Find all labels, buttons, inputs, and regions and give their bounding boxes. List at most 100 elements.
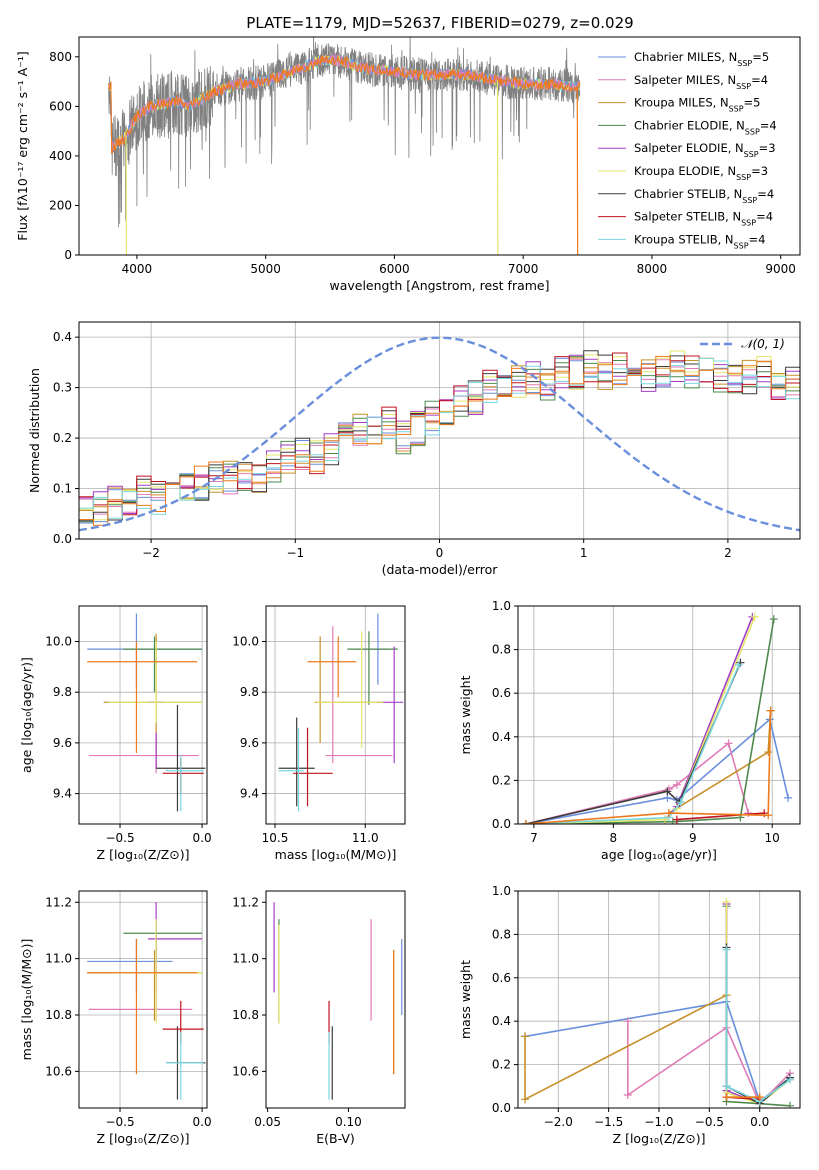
- x-tick-label: −1: [286, 546, 304, 560]
- x-tick-label: 0.0: [193, 831, 212, 845]
- model-spectrum-line: [108, 55, 581, 155]
- x-tick-label: −0.5: [105, 831, 134, 845]
- y-tick-label: 1.0: [492, 884, 511, 898]
- y-tick-label: 0.0: [492, 1101, 511, 1115]
- y-tick-label: 11.2: [232, 895, 259, 909]
- weight-point-marker: [664, 809, 673, 818]
- y-tick-label: 9.4: [53, 787, 72, 801]
- age-weight-panel: 7 8 9 10 0.0 0.2 0.4 0.6 0.8 1.0 age [log₁₀(age/yr…: [458, 599, 801, 862]
- x-tick-label: −0.5: [105, 1115, 134, 1129]
- weight-point-marker: [722, 1093, 731, 1102]
- y-tick-label: 10.0: [232, 634, 259, 648]
- weight-series-line: [725, 904, 760, 1105]
- legend-label: Chabrier MILES, NSSP=5: [634, 50, 769, 68]
- x-axis-label: age [log₁₀(age/yr)]: [601, 847, 717, 862]
- plot-area: [79, 336, 800, 532]
- residuals-panel: −2 −1 0 1 2 0.0 0.1 0.2 0.3 0.4 (data-model)/error…: [27, 321, 801, 577]
- y-axis-label: mass weight: [458, 960, 473, 1039]
- plot-area: [273, 902, 403, 1100]
- y-tick-label: 11.0: [45, 952, 72, 966]
- y-tick-label: 10.8: [45, 1008, 72, 1022]
- x-tick-label: 7: [530, 831, 538, 845]
- axes-frame: [265, 890, 406, 1109]
- x-axis-label: Z [log₁₀(Z/Z⊙)]: [97, 847, 190, 862]
- gridlines: [79, 606, 207, 824]
- y-tick-label: 0.3: [53, 381, 72, 395]
- y-tick-label: 0.0: [492, 817, 511, 831]
- y-axis-label: mass weight: [458, 675, 473, 754]
- y-tick-label: 10.6: [45, 1064, 72, 1078]
- axes-frame: [517, 605, 801, 825]
- plot-area: [278, 613, 404, 812]
- x-tick-label: −2: [142, 546, 160, 560]
- legend: 𝒩(0, 1): [700, 337, 785, 351]
- y-tick-label: 0.0: [53, 532, 72, 546]
- y-axis-label: Normed distribution: [27, 368, 42, 493]
- weight-series-line: [524, 993, 760, 1101]
- legend-label: Chabrier ELODIE, NSSP=4: [634, 118, 777, 136]
- legend-label: Salpeter ELODIE, NSSP=3: [634, 141, 776, 159]
- gridlines: [79, 891, 207, 1108]
- weight-point-marker: [663, 787, 672, 796]
- weight-point-marker: [769, 615, 778, 624]
- x-axis-label: Z [log₁₀(Z/Z⊙)]: [97, 1131, 190, 1146]
- legend-label: Kroupa STELIB, NSSP=4: [634, 232, 765, 250]
- x-tick-label: 8000: [637, 262, 668, 276]
- x-axis-label: E(B-V): [316, 1131, 355, 1146]
- y-tick-label: 0: [64, 248, 72, 262]
- legend-label: Kroupa ELODIE, NSSP=3: [634, 164, 768, 182]
- weight-series-line: [525, 616, 756, 824]
- x-tick-label: 11.0: [352, 831, 379, 845]
- weight-point-marker: [750, 612, 759, 621]
- weight-point-marker: [623, 1090, 632, 1099]
- y-tick-label: 600: [49, 99, 72, 113]
- x-tick-label: 7000: [508, 262, 539, 276]
- x-tick-label: 0: [436, 546, 444, 560]
- axes-frame: [78, 36, 801, 256]
- x-tick-label: 0.0: [193, 1115, 212, 1129]
- ebv-mass-panel: 0.05 0.10 10.6 10.8 11.0 11.2 E(B-V): [232, 890, 406, 1146]
- weight-series-line: [525, 664, 740, 824]
- y-tick-label: 0.4: [492, 730, 511, 744]
- weight-point-marker: [521, 820, 530, 824]
- y-axis-label: mass [log₁₀(M/M⊙)]: [19, 939, 34, 1061]
- histogram-step: [79, 358, 800, 515]
- plot-area: [521, 612, 793, 824]
- y-tick-label: 0.6: [492, 686, 511, 700]
- weight-point-marker: [764, 748, 773, 757]
- y-tick-label: 0.4: [53, 330, 72, 344]
- axes-frame: [517, 890, 801, 1109]
- legend-label: 𝒩(0, 1): [741, 337, 785, 351]
- z-age-panel: −0.5 0.0 9.4 9.6 9.8 10.0 Z [log₁₀(Z/Z⊙)] age […: [19, 605, 212, 862]
- x-tick-label: 0.10: [335, 1115, 362, 1129]
- plot-area: [87, 613, 206, 812]
- z-mass-panel: −0.5 0.0 10.6 10.8 11.0 11.2 Z [log₁₀(Z/Z⊙)] ma…: [19, 890, 212, 1146]
- gridlines: [266, 606, 405, 824]
- y-tick-label: 10.8: [232, 1008, 259, 1022]
- y-axis-label: age [log₁₀(age/yr)]: [19, 657, 34, 773]
- weight-series-line: [725, 949, 791, 1103]
- y-tick-label: 9.4: [240, 787, 259, 801]
- weight-point-marker: [724, 739, 733, 748]
- y-tick-label: 10.0: [45, 634, 72, 648]
- weight-point-marker: [722, 945, 731, 954]
- normal-curve: [79, 336, 800, 532]
- gridlines: [518, 890, 800, 1109]
- x-axis-label: mass [log₁₀(M/M⊙)]: [275, 847, 397, 862]
- y-tick-label: 0.8: [492, 643, 511, 657]
- weight-point-marker: [623, 1017, 632, 1026]
- weight-point-marker: [672, 780, 681, 789]
- y-tick-label: 0.4: [492, 1014, 511, 1028]
- y-tick-label: 11.0: [232, 952, 259, 966]
- axes-frame: [78, 890, 208, 1109]
- weight-point-marker: [521, 1032, 530, 1041]
- weight-point-marker: [744, 809, 753, 818]
- weight-point-marker: [722, 897, 731, 906]
- weight-series-line: [525, 710, 772, 824]
- y-tick-label: 0.1: [53, 482, 72, 496]
- weight-point-marker: [521, 1095, 530, 1104]
- y-tick-label: 0.6: [492, 971, 511, 985]
- legend-label: Chabrier STELIB, NSSP=4: [634, 187, 774, 205]
- legend-label: Kroupa MILES, NSSP=5: [634, 96, 760, 114]
